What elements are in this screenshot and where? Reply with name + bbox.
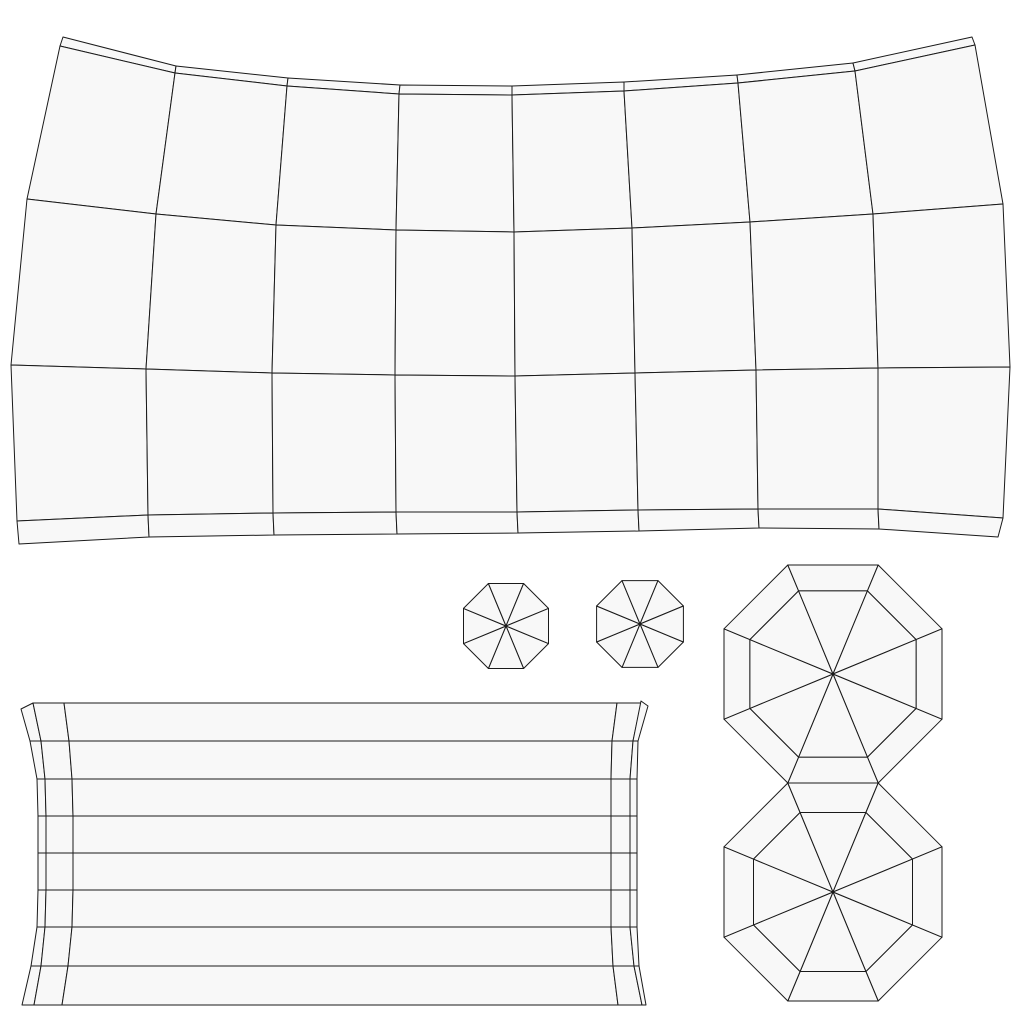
- band-face: [72, 852, 612, 891]
- panel-face: [757, 508, 880, 530]
- band-face: [610, 740, 634, 780]
- cap-ring-face: [912, 846, 943, 938]
- panel-face: [10, 364, 149, 522]
- band-face: [67, 926, 614, 967]
- cap-ring-face: [787, 564, 879, 592]
- band-face: [63, 702, 618, 742]
- panel-face: [755, 367, 879, 510]
- band-face: [629, 815, 638, 854]
- cap-fan-face: [832, 639, 917, 709]
- panel-face: [394, 374, 518, 513]
- panel-face: [511, 90, 633, 233]
- cap-fan-face: [639, 605, 684, 643]
- band-face: [45, 852, 74, 891]
- panel-face: [516, 509, 640, 534]
- band-face: [68, 740, 613, 780]
- panel-face: [145, 213, 277, 374]
- panel-face: [877, 366, 1011, 519]
- panel-face: [395, 93, 515, 233]
- band-face: [610, 852, 631, 891]
- panel-face: [271, 224, 397, 376]
- band-face: [37, 852, 47, 891]
- panel-face: [271, 372, 397, 514]
- panel-face: [155, 72, 288, 226]
- panel-face: [877, 508, 1004, 538]
- cap-ring-face: [723, 628, 751, 720]
- band-face: [44, 889, 74, 928]
- small-octagon-cap-left: [463, 583, 549, 669]
- band-face: [40, 740, 73, 780]
- panel-face: [275, 85, 400, 231]
- panel-face: [872, 203, 1011, 369]
- cap-ring-face: [787, 756, 879, 784]
- panel-face: [398, 84, 513, 96]
- band-face: [44, 778, 74, 817]
- panel-face: [147, 512, 275, 538]
- band-face: [45, 815, 74, 854]
- panel-face: [634, 369, 759, 511]
- band-face: [629, 889, 638, 928]
- panel-face: [749, 213, 879, 371]
- large-curved-panel: [10, 36, 1011, 545]
- band-face: [610, 778, 631, 817]
- panel-face: [10, 198, 157, 370]
- panel-face: [631, 221, 757, 374]
- large-octagon-cap-upper: [723, 564, 943, 784]
- small-octagon-cap-right: [596, 580, 684, 668]
- band-face: [629, 778, 638, 817]
- cap-fan-face: [505, 607, 549, 645]
- cap-ring-face: [787, 971, 879, 1002]
- band-face: [71, 889, 612, 928]
- large-octagon-cap-lower: [723, 782, 943, 1002]
- band-face: [610, 889, 631, 928]
- band-face: [610, 815, 631, 854]
- cap-fan-face: [832, 858, 913, 926]
- cap-ring-face: [723, 846, 754, 938]
- panel-face: [272, 511, 398, 536]
- band-face: [633, 965, 647, 1006]
- panel-face: [513, 227, 636, 377]
- band-face: [71, 778, 612, 817]
- lower-band-panel: [20, 700, 649, 1006]
- panel-face: [637, 508, 760, 532]
- panel-face: [395, 511, 519, 535]
- panel-face: [145, 368, 274, 516]
- band-face: [61, 965, 619, 1006]
- cap-ring-face: [787, 782, 879, 813]
- band-face: [40, 926, 73, 967]
- panel-face: [623, 82, 751, 229]
- panel-face: [514, 372, 639, 513]
- panel-face: [737, 70, 874, 223]
- band-face: [37, 815, 47, 854]
- band-face: [72, 815, 612, 854]
- cap-ring-face: [915, 628, 943, 720]
- band-face: [629, 852, 638, 891]
- panel-face: [394, 229, 516, 377]
